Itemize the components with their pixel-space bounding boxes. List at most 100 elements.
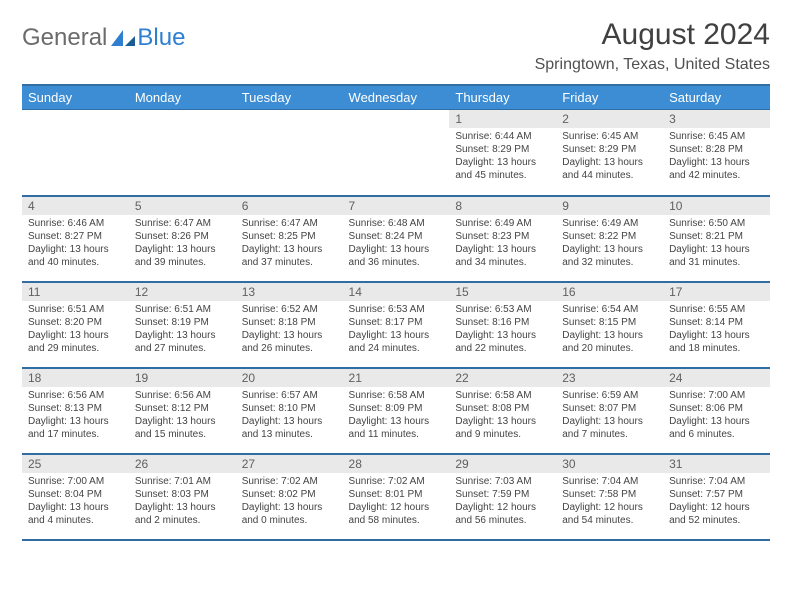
calendar-day-cell: 14Sunrise: 6:53 AMSunset: 8:17 PMDayligh… (343, 282, 450, 368)
day-details: Sunrise: 6:48 AMSunset: 8:24 PMDaylight:… (343, 215, 450, 273)
daylight-line: Daylight: 13 hours and 45 minutes. (455, 156, 550, 182)
logo: General Blue (22, 18, 185, 52)
calendar-day-cell: 13Sunrise: 6:52 AMSunset: 8:18 PMDayligh… (236, 282, 343, 368)
day-details: Sunrise: 6:54 AMSunset: 8:15 PMDaylight:… (556, 301, 663, 359)
sunset-line: Sunset: 8:14 PM (669, 316, 764, 329)
day-number: 6 (236, 197, 343, 215)
daylight-line: Daylight: 12 hours and 54 minutes. (562, 501, 657, 527)
calendar-day-cell (343, 110, 450, 196)
sunrise-line: Sunrise: 6:48 AM (349, 217, 444, 230)
sunset-line: Sunset: 8:12 PM (135, 402, 230, 415)
logo-text-blue: Blue (137, 24, 185, 52)
day-details: Sunrise: 6:49 AMSunset: 8:23 PMDaylight:… (449, 215, 556, 273)
day-header: Wednesday (343, 85, 450, 110)
daylight-line: Daylight: 13 hours and 18 minutes. (669, 329, 764, 355)
calendar-day-cell: 20Sunrise: 6:57 AMSunset: 8:10 PMDayligh… (236, 368, 343, 454)
day-number: 25 (22, 455, 129, 473)
location: Springtown, Texas, United States (535, 56, 770, 74)
day-details: Sunrise: 6:49 AMSunset: 8:22 PMDaylight:… (556, 215, 663, 273)
day-number: 20 (236, 369, 343, 387)
calendar-day-cell (22, 110, 129, 196)
sunset-line: Sunset: 8:20 PM (28, 316, 123, 329)
daylight-line: Daylight: 13 hours and 13 minutes. (242, 415, 337, 441)
day-details: Sunrise: 7:03 AMSunset: 7:59 PMDaylight:… (449, 473, 556, 531)
day-details: Sunrise: 6:47 AMSunset: 8:26 PMDaylight:… (129, 215, 236, 273)
day-details: Sunrise: 7:04 AMSunset: 7:58 PMDaylight:… (556, 473, 663, 531)
sunset-line: Sunset: 8:16 PM (455, 316, 550, 329)
daylight-line: Daylight: 13 hours and 20 minutes. (562, 329, 657, 355)
sunset-line: Sunset: 7:59 PM (455, 488, 550, 501)
calendar-day-cell: 16Sunrise: 6:54 AMSunset: 8:15 PMDayligh… (556, 282, 663, 368)
day-number: 26 (129, 455, 236, 473)
day-number: 29 (449, 455, 556, 473)
calendar-day-cell: 28Sunrise: 7:02 AMSunset: 8:01 PMDayligh… (343, 454, 450, 540)
day-details: Sunrise: 6:45 AMSunset: 8:28 PMDaylight:… (663, 128, 770, 186)
title-block: August 2024 Springtown, Texas, United St… (535, 18, 770, 74)
header: General Blue August 2024 Springtown, Tex… (22, 18, 770, 74)
calendar-day-cell: 29Sunrise: 7:03 AMSunset: 7:59 PMDayligh… (449, 454, 556, 540)
day-number: 13 (236, 283, 343, 301)
day-header: Monday (129, 85, 236, 110)
sunset-line: Sunset: 8:19 PM (135, 316, 230, 329)
day-details: Sunrise: 6:59 AMSunset: 8:07 PMDaylight:… (556, 387, 663, 445)
day-details: Sunrise: 6:44 AMSunset: 8:29 PMDaylight:… (449, 128, 556, 186)
sunset-line: Sunset: 8:29 PM (562, 143, 657, 156)
sunset-line: Sunset: 8:17 PM (349, 316, 444, 329)
sunset-line: Sunset: 8:02 PM (242, 488, 337, 501)
day-number: 30 (556, 455, 663, 473)
calendar-day-cell: 31Sunrise: 7:04 AMSunset: 7:57 PMDayligh… (663, 454, 770, 540)
sunrise-line: Sunrise: 6:46 AM (28, 217, 123, 230)
daylight-line: Daylight: 13 hours and 36 minutes. (349, 243, 444, 269)
sunrise-line: Sunrise: 6:54 AM (562, 303, 657, 316)
daylight-line: Daylight: 13 hours and 4 minutes. (28, 501, 123, 527)
day-details: Sunrise: 6:53 AMSunset: 8:16 PMDaylight:… (449, 301, 556, 359)
daylight-line: Daylight: 12 hours and 56 minutes. (455, 501, 550, 527)
sunrise-line: Sunrise: 6:51 AM (28, 303, 123, 316)
calendar-day-cell: 4Sunrise: 6:46 AMSunset: 8:27 PMDaylight… (22, 196, 129, 282)
daylight-line: Daylight: 12 hours and 52 minutes. (669, 501, 764, 527)
daylight-line: Daylight: 13 hours and 44 minutes. (562, 156, 657, 182)
day-details: Sunrise: 7:01 AMSunset: 8:03 PMDaylight:… (129, 473, 236, 531)
sunset-line: Sunset: 8:22 PM (562, 230, 657, 243)
day-number: 22 (449, 369, 556, 387)
calendar-day-cell: 10Sunrise: 6:50 AMSunset: 8:21 PMDayligh… (663, 196, 770, 282)
day-details: Sunrise: 7:04 AMSunset: 7:57 PMDaylight:… (663, 473, 770, 531)
day-details: Sunrise: 6:56 AMSunset: 8:13 PMDaylight:… (22, 387, 129, 445)
day-number: 1 (449, 110, 556, 128)
sunrise-line: Sunrise: 6:58 AM (349, 389, 444, 402)
daylight-line: Daylight: 13 hours and 29 minutes. (28, 329, 123, 355)
day-details: Sunrise: 7:02 AMSunset: 8:01 PMDaylight:… (343, 473, 450, 531)
sunrise-line: Sunrise: 6:47 AM (135, 217, 230, 230)
day-number: 5 (129, 197, 236, 215)
sunrise-line: Sunrise: 7:02 AM (242, 475, 337, 488)
day-details: Sunrise: 6:55 AMSunset: 8:14 PMDaylight:… (663, 301, 770, 359)
sunset-line: Sunset: 8:07 PM (562, 402, 657, 415)
sunrise-line: Sunrise: 7:04 AM (562, 475, 657, 488)
sunset-line: Sunset: 8:23 PM (455, 230, 550, 243)
daylight-line: Daylight: 13 hours and 27 minutes. (135, 329, 230, 355)
calendar-day-cell: 19Sunrise: 6:56 AMSunset: 8:12 PMDayligh… (129, 368, 236, 454)
sunset-line: Sunset: 8:27 PM (28, 230, 123, 243)
calendar-week-row: 11Sunrise: 6:51 AMSunset: 8:20 PMDayligh… (22, 282, 770, 368)
calendar-body: 1Sunrise: 6:44 AMSunset: 8:29 PMDaylight… (22, 110, 770, 540)
daylight-line: Daylight: 13 hours and 31 minutes. (669, 243, 764, 269)
day-details: Sunrise: 6:46 AMSunset: 8:27 PMDaylight:… (22, 215, 129, 273)
sunset-line: Sunset: 8:09 PM (349, 402, 444, 415)
sunrise-line: Sunrise: 6:51 AM (135, 303, 230, 316)
day-header: Friday (556, 85, 663, 110)
day-details: Sunrise: 6:50 AMSunset: 8:21 PMDaylight:… (663, 215, 770, 273)
day-number: 31 (663, 455, 770, 473)
sunrise-line: Sunrise: 6:59 AM (562, 389, 657, 402)
month-title: August 2024 (535, 18, 770, 52)
sunrise-line: Sunrise: 7:04 AM (669, 475, 764, 488)
daylight-line: Daylight: 13 hours and 11 minutes. (349, 415, 444, 441)
logo-text-general: General (22, 24, 107, 52)
daylight-line: Daylight: 13 hours and 9 minutes. (455, 415, 550, 441)
day-details: Sunrise: 6:57 AMSunset: 8:10 PMDaylight:… (236, 387, 343, 445)
calendar-day-cell: 18Sunrise: 6:56 AMSunset: 8:13 PMDayligh… (22, 368, 129, 454)
sunrise-line: Sunrise: 6:50 AM (669, 217, 764, 230)
calendar-day-cell: 24Sunrise: 7:00 AMSunset: 8:06 PMDayligh… (663, 368, 770, 454)
daylight-line: Daylight: 13 hours and 39 minutes. (135, 243, 230, 269)
day-number: 21 (343, 369, 450, 387)
calendar-table: SundayMondayTuesdayWednesdayThursdayFrid… (22, 84, 770, 541)
